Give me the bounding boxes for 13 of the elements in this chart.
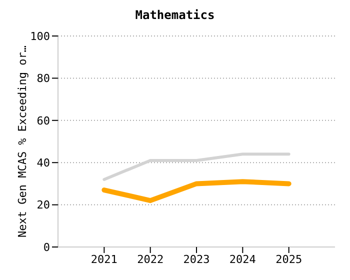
y-tick-label: 0 [43, 240, 50, 254]
y-tick-label: 40 [36, 156, 50, 170]
y-tick-label: 100 [30, 30, 50, 43]
x-tick-label: 2024 [229, 252, 256, 266]
x-tick-label: 2023 [183, 252, 210, 266]
y-tick-label: 60 [36, 114, 50, 128]
y-tick-label: 80 [36, 72, 50, 86]
chart-title: Mathematics [134, 8, 216, 22]
y-tick-label: 20 [36, 198, 50, 212]
x-tick-label: 2021 [90, 252, 118, 266]
x-tick-label: 2022 [137, 252, 164, 266]
x-tick-label: 2025 [276, 252, 302, 266]
y-axis-title: Next Gen MCAS % Exceeding or… [16, 45, 29, 238]
